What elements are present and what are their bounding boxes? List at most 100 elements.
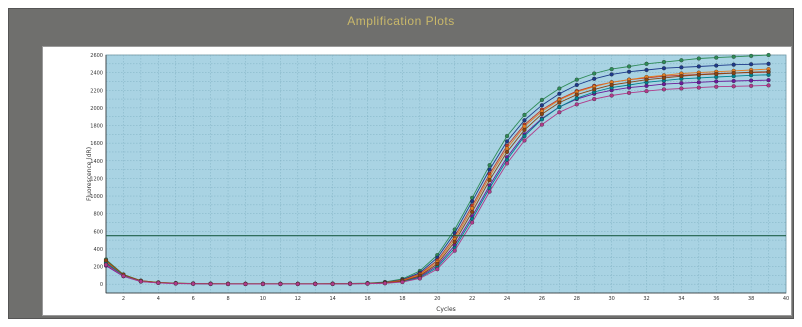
data-point — [661, 87, 666, 92]
data-point — [557, 91, 562, 96]
data-point — [766, 52, 771, 58]
data-point — [539, 97, 544, 103]
data-point — [260, 281, 265, 287]
data-point — [504, 161, 510, 166]
data-point — [592, 76, 597, 81]
data-point — [487, 167, 492, 172]
data-point — [539, 103, 544, 108]
data-point — [522, 124, 527, 129]
data-point — [382, 281, 388, 286]
x-tick-label: 36 — [713, 296, 719, 302]
data-point — [103, 258, 109, 263]
x-tick-label: 14 — [329, 296, 335, 302]
y-tick-label: 2600 — [90, 53, 103, 59]
data-point — [365, 281, 370, 286]
data-point — [731, 62, 736, 67]
y-tick-label: 2400 — [90, 71, 103, 77]
data-point — [435, 267, 440, 272]
data-point — [766, 69, 771, 74]
data-point — [539, 112, 544, 117]
data-point — [522, 138, 527, 143]
data-point — [103, 262, 109, 267]
data-point — [644, 89, 649, 94]
data-point — [731, 84, 736, 89]
data-point — [766, 78, 771, 83]
data-point — [557, 104, 562, 110]
data-point — [557, 86, 562, 91]
data-point — [679, 65, 684, 70]
data-point — [749, 53, 754, 58]
data-point — [173, 281, 178, 286]
y-tick-label: 1800 — [90, 124, 103, 130]
data-point — [121, 274, 126, 279]
data-point — [487, 178, 492, 183]
x-tick-label: 26 — [539, 296, 545, 302]
data-point — [574, 92, 579, 97]
x-tick-label: 10 — [260, 296, 266, 302]
data-point — [522, 112, 527, 117]
data-point — [766, 83, 771, 88]
data-point — [749, 78, 754, 83]
x-tick-label: 38 — [748, 296, 754, 302]
y-tick-label: 2000 — [90, 106, 103, 112]
x-tick-label: 32 — [643, 296, 649, 302]
data-point — [470, 209, 475, 214]
x-tick-label: 16 — [364, 296, 370, 302]
y-tick-label: 1000 — [90, 194, 103, 200]
x-axis-label: Cycles — [436, 306, 456, 313]
data-point — [644, 61, 649, 66]
data-point — [661, 66, 666, 71]
x-tick-label: 6 — [192, 296, 195, 302]
data-point — [400, 280, 405, 285]
data-point — [749, 70, 754, 75]
x-tick-label: 34 — [678, 296, 684, 302]
data-point — [609, 82, 614, 88]
data-point — [504, 134, 510, 139]
data-point — [435, 261, 440, 266]
y-tick-label: 0 — [100, 282, 103, 288]
data-point — [208, 281, 213, 286]
x-tick-label: 18 — [399, 296, 405, 302]
data-point — [714, 63, 719, 68]
data-point — [574, 77, 579, 82]
data-point — [487, 189, 492, 194]
data-point — [313, 281, 318, 287]
data-point — [644, 83, 649, 88]
y-tick-label: 2200 — [90, 88, 103, 94]
data-point — [226, 281, 231, 287]
data-point — [661, 82, 666, 87]
data-point — [243, 281, 248, 287]
y-tick-label: 1400 — [90, 159, 103, 165]
data-point — [627, 69, 632, 74]
data-point — [522, 118, 527, 123]
data-point — [609, 93, 614, 98]
data-point — [661, 60, 666, 65]
data-point — [679, 74, 684, 79]
data-point — [731, 71, 736, 76]
data-point — [574, 96, 579, 101]
data-point — [714, 71, 719, 77]
data-point — [452, 239, 457, 244]
data-point — [627, 90, 632, 95]
data-point — [504, 149, 510, 155]
data-point — [609, 72, 614, 77]
data-point — [696, 80, 701, 85]
data-point — [278, 281, 283, 287]
data-point — [627, 80, 632, 85]
data-point — [539, 117, 544, 122]
data-point — [661, 75, 666, 80]
data-point — [731, 78, 736, 84]
data-point — [679, 86, 684, 91]
data-point — [522, 127, 527, 132]
data-point — [470, 199, 475, 204]
data-point — [696, 72, 701, 77]
x-tick-label: 8 — [226, 296, 229, 302]
data-point — [574, 102, 579, 107]
data-point — [592, 71, 597, 76]
amplification-chart: 2 4 6 8 10 12 14 16 18 20 22 24 26 28 30 32 34 36 38 400200… — [86, 52, 789, 313]
y-tick-label: 600 — [93, 229, 103, 235]
data-point — [487, 163, 492, 168]
data-point — [766, 61, 771, 66]
data-point — [714, 55, 719, 60]
